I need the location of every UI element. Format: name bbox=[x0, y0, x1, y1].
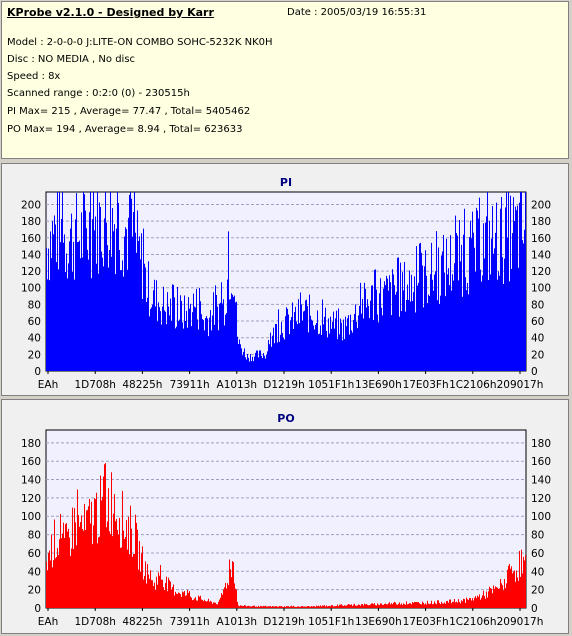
y-tick-label-left: 40 bbox=[28, 566, 41, 578]
y-tick-label-left: 40 bbox=[28, 333, 41, 345]
x-tick-label: 13E690h bbox=[355, 379, 402, 391]
x-tick-label: 209017h bbox=[497, 379, 544, 391]
x-tick-label: EAh bbox=[38, 616, 58, 628]
y-tick-label-left: 200 bbox=[21, 199, 41, 211]
y-tick-label-right: 20 bbox=[531, 585, 544, 597]
y-tick-label-left: 120 bbox=[21, 493, 41, 505]
y-tick-label-left: 120 bbox=[21, 266, 41, 278]
x-tick-label: 1D708h bbox=[74, 616, 115, 628]
y-tick-label-right: 0 bbox=[531, 366, 538, 378]
chart-title: PO bbox=[277, 412, 294, 425]
y-tick-label-right: 180 bbox=[531, 438, 551, 450]
y-tick-label-right: 60 bbox=[531, 316, 544, 328]
y-tick-label-left: 180 bbox=[21, 216, 41, 228]
y-tick-label-left: 60 bbox=[28, 548, 41, 560]
x-tick-label: 73911h bbox=[170, 616, 210, 628]
po-chart: PO 0 0 20 20 40 40 60 60 80 80 100 100 120 120 140 140 16… bbox=[21, 412, 551, 628]
y-tick-label-left: 160 bbox=[21, 456, 41, 468]
y-tick-label-right: 80 bbox=[531, 530, 544, 542]
range-line: Scanned range : 0:2:0 (0) - 230515h bbox=[7, 88, 190, 99]
y-tick-label-right: 0 bbox=[531, 603, 538, 615]
disc-line: Disc : NO MEDIA , No disc bbox=[7, 54, 136, 65]
x-tick-label: 1051F1h bbox=[308, 616, 354, 628]
x-tick-label: D1219h bbox=[263, 379, 304, 391]
y-tick-label-right: 160 bbox=[531, 233, 551, 245]
y-tick-label-right: 140 bbox=[531, 475, 551, 487]
y-tick-label-left: 20 bbox=[28, 349, 41, 361]
x-tick-label: 17E03Fh bbox=[403, 379, 449, 391]
speed-line: Speed : 8x bbox=[7, 71, 61, 82]
x-tick-label: 73911h bbox=[170, 379, 210, 391]
x-tick-label: D1219h bbox=[263, 616, 304, 628]
y-tick-label-left: 60 bbox=[28, 316, 41, 328]
chart-title: PI bbox=[280, 176, 292, 189]
y-tick-label-right: 20 bbox=[531, 349, 544, 361]
app-title: KProbe v2.1.0 - Designed by Karr bbox=[7, 6, 214, 19]
y-tick-label-left: 0 bbox=[34, 603, 41, 615]
x-tick-label: 13E690h bbox=[355, 616, 402, 628]
y-tick-label-right: 200 bbox=[531, 199, 551, 211]
po-stats-line: PO Max= 194 , Average= 8.94 , Total= 623… bbox=[7, 124, 243, 135]
pi-stats-line: PI Max= 215 , Average= 77.47 , Total= 54… bbox=[7, 106, 251, 117]
x-tick-label: A1013h bbox=[217, 616, 258, 628]
y-tick-label-left: 20 bbox=[28, 585, 41, 597]
y-tick-label-left: 140 bbox=[21, 249, 41, 261]
x-tick-label: 1C2106h bbox=[449, 379, 496, 391]
x-tick-label: 1C2106h bbox=[449, 616, 496, 628]
y-tick-label-right: 180 bbox=[531, 216, 551, 228]
data-bars bbox=[46, 463, 526, 608]
y-tick-label-left: 180 bbox=[21, 438, 41, 450]
y-tick-label-left: 0 bbox=[34, 366, 41, 378]
y-tick-label-left: 160 bbox=[21, 233, 41, 245]
y-tick-label-right: 60 bbox=[531, 548, 544, 560]
x-tick-label: 48225h bbox=[122, 616, 162, 628]
x-tick-label: 209017h bbox=[497, 616, 544, 628]
x-tick-label: 1D708h bbox=[74, 379, 115, 391]
y-tick-label-right: 80 bbox=[531, 299, 544, 311]
data-bars bbox=[46, 192, 526, 371]
pi-chart: PI 0 0 20 20 40 40 60 60 80 80 100 100 120 120 140 140 16… bbox=[21, 176, 551, 391]
x-tick-label: 1051F1h bbox=[308, 379, 354, 391]
y-tick-label-left: 140 bbox=[21, 475, 41, 487]
y-tick-label-left: 80 bbox=[28, 530, 41, 542]
y-tick-label-right: 140 bbox=[531, 249, 551, 261]
y-tick-label-right: 100 bbox=[531, 511, 551, 523]
y-tick-label-right: 120 bbox=[531, 266, 551, 278]
y-tick-label-left: 100 bbox=[21, 283, 41, 295]
info-panel: KProbe v2.1.0 - Designed by Karr Date : … bbox=[1, 1, 569, 159]
y-tick-label-right: 120 bbox=[531, 493, 551, 505]
x-tick-label: EAh bbox=[38, 379, 58, 391]
x-tick-label: 17E03Fh bbox=[403, 616, 449, 628]
y-tick-label-right: 160 bbox=[531, 456, 551, 468]
y-tick-label-left: 80 bbox=[28, 299, 41, 311]
scan-date: Date : 2005/03/19 16:55:31 bbox=[287, 7, 427, 18]
y-tick-label-left: 100 bbox=[21, 511, 41, 523]
x-tick-label: 48225h bbox=[122, 379, 162, 391]
y-tick-label-right: 40 bbox=[531, 566, 544, 578]
po-chart-panel: PO 0 0 20 20 40 40 60 60 80 80 100 100 120 120 140 140 16… bbox=[1, 399, 569, 634]
pi-chart-panel: PI 0 0 20 20 40 40 60 60 80 80 100 100 120 120 140 140 16… bbox=[1, 163, 569, 396]
model-line: Model : 2-0-0-0 J:LITE-ON COMBO SOHC-523… bbox=[7, 37, 273, 48]
x-tick-label: A1013h bbox=[217, 379, 258, 391]
y-tick-label-right: 40 bbox=[531, 333, 544, 345]
y-tick-label-right: 100 bbox=[531, 283, 551, 295]
